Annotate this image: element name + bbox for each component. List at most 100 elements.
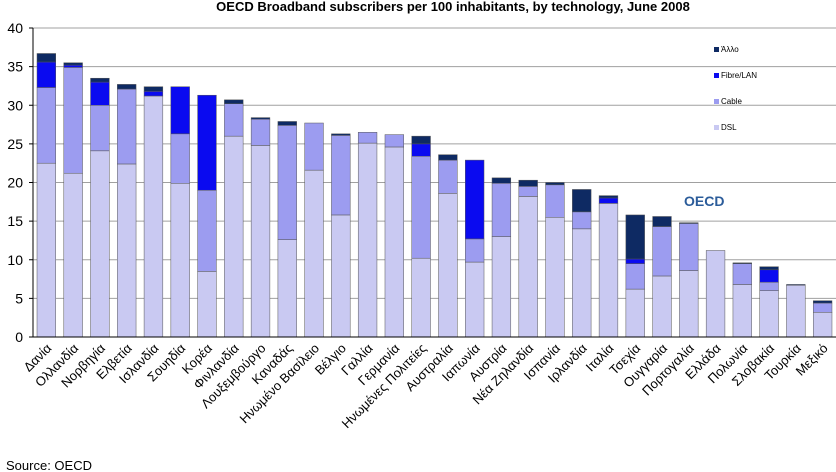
bar-segment-Άλλο (331, 133, 351, 136)
bar-segment-Cable (518, 186, 538, 197)
bar-segment-DSL (224, 135, 244, 338)
bar-segment-Άλλο (786, 284, 806, 286)
bar-segment-Cable (36, 87, 57, 164)
bar-segment-DSL (652, 275, 672, 338)
bar-segment-Άλλο (491, 177, 512, 184)
bar-segment-DSL (572, 228, 592, 338)
bar-segment-Άλλο (90, 77, 110, 83)
bar-segment-Cable (357, 132, 378, 144)
legend-label: Fibre/LAN (721, 71, 757, 80)
bar-segment-DSL (812, 312, 833, 338)
bar-segment-Άλλο (143, 86, 164, 92)
bar-segment-Άλλο (759, 266, 779, 271)
bar-segment-DSL (357, 142, 378, 338)
bar-segment-Fibre/LAN (465, 159, 485, 240)
bar-segment-DSL (277, 239, 297, 338)
bar-segment-Fibre/LAN (625, 258, 645, 264)
bar-segment-Άλλο (438, 154, 458, 161)
bar-segment-DSL (143, 95, 164, 338)
source-note: Source: OECD (6, 458, 92, 472)
legend-label: Άλλο (721, 45, 739, 54)
bar-segment-DSL (465, 261, 485, 338)
bar-segment-Άλλο (572, 189, 592, 213)
bar-segment-Άλλο (250, 117, 271, 120)
bars (36, 53, 833, 338)
legend-swatch (714, 99, 719, 104)
bar-segment-Άλλο (679, 222, 699, 224)
bar-segment-Fibre/LAN (197, 94, 217, 191)
bar-segment-Άλλο (117, 84, 137, 90)
bar-segment-Fibre/LAN (411, 143, 431, 157)
bar-segment-Cable (250, 118, 271, 146)
bar-segment-Cable (304, 122, 324, 171)
bar-segment-Άλλο (224, 99, 244, 104)
bar-segment-Cable (197, 189, 217, 272)
bar-segment-Άλλο (812, 300, 833, 304)
y-tick-label: 10 (7, 252, 23, 268)
legend-swatch (714, 125, 719, 130)
bar-segment-Άλλο (63, 62, 83, 66)
bar-segment-Cable (679, 223, 699, 271)
bar-segment-Άλλο (36, 53, 57, 63)
bar-segment-Fibre/LAN (90, 81, 110, 106)
bar-segment-Άλλο (277, 121, 297, 126)
bar-segment-Άλλο (545, 182, 565, 186)
bar-segment-DSL (518, 196, 538, 338)
bar-segment-Fibre/LAN (63, 64, 83, 68)
legend-label: DSL (721, 123, 737, 132)
bar-segment-DSL (786, 284, 806, 338)
bar-segment-Fibre/LAN (143, 91, 164, 97)
y-tick-label: 5 (15, 290, 23, 306)
y-tick-label: 15 (7, 213, 23, 229)
bar-segment-Cable (491, 183, 512, 237)
bar-segment-DSL (679, 270, 699, 338)
bar-segment-Cable (572, 211, 592, 230)
bar-segment-Cable (732, 263, 752, 285)
bar-segment-Cable (117, 88, 137, 165)
bar-segment-DSL (384, 146, 404, 338)
bar-segment-DSL (36, 162, 57, 338)
gridlines (33, 27, 836, 299)
legend-swatch (714, 47, 719, 52)
bar-segment-Άλλο (652, 216, 672, 227)
y-tick-label: 0 (15, 329, 23, 345)
bar-segment-DSL (170, 183, 190, 338)
bar-segment-Cable (170, 133, 190, 184)
bar-segment-Άλλο (625, 214, 645, 260)
bar-segment-Cable (224, 103, 244, 137)
bar-segment-DSL (438, 193, 458, 338)
bar-segment-Cable (759, 281, 779, 291)
x-axis-ticks: ΔανίαΟλλανδίαΝορβηγίαΕλβετίαΙσλανδίαΣουη… (20, 340, 830, 431)
bar-segment-Cable (411, 155, 431, 259)
y-tick-label: 35 (7, 59, 23, 75)
bar-segment-Cable (277, 125, 297, 240)
bar-segment-DSL (331, 214, 351, 338)
bar-segment-DSL (705, 250, 726, 338)
annotation-oecd: OECD (684, 193, 724, 209)
legend-label: Cable (721, 97, 742, 106)
legend: Άλλο Fibre/LAN Cable DSL (714, 45, 757, 132)
bar-segment-DSL (732, 284, 752, 338)
bar-segment-DSL (117, 163, 137, 338)
bar-segment-Άλλο (732, 262, 752, 264)
bar-segment-Cable (384, 134, 404, 148)
bar-segment-Fibre/LAN (759, 269, 779, 283)
bar-segment-DSL (759, 290, 779, 338)
bar-segment-DSL (90, 150, 110, 338)
bar-segment-Cable (625, 263, 645, 290)
bar-segment-Fibre/LAN (598, 197, 619, 204)
bar-segment-Cable (465, 238, 485, 263)
bar-segment-Cable (331, 135, 351, 216)
y-axis-ticks: 0 5 10 15 20 25 30 35 40 (7, 20, 33, 345)
bar-segment-DSL (197, 271, 217, 338)
y-tick-label: 40 (7, 20, 23, 36)
bar-segment-Cable (438, 159, 458, 194)
bar-segment-Cable (652, 226, 672, 277)
bar-segment-Άλλο (411, 135, 431, 145)
y-tick-label: 30 (7, 97, 23, 113)
bar-segment-DSL (625, 288, 645, 338)
bar-segment-DSL (411, 257, 431, 338)
bar-segment-DSL (250, 145, 271, 338)
y-tick-label: 25 (7, 136, 23, 152)
